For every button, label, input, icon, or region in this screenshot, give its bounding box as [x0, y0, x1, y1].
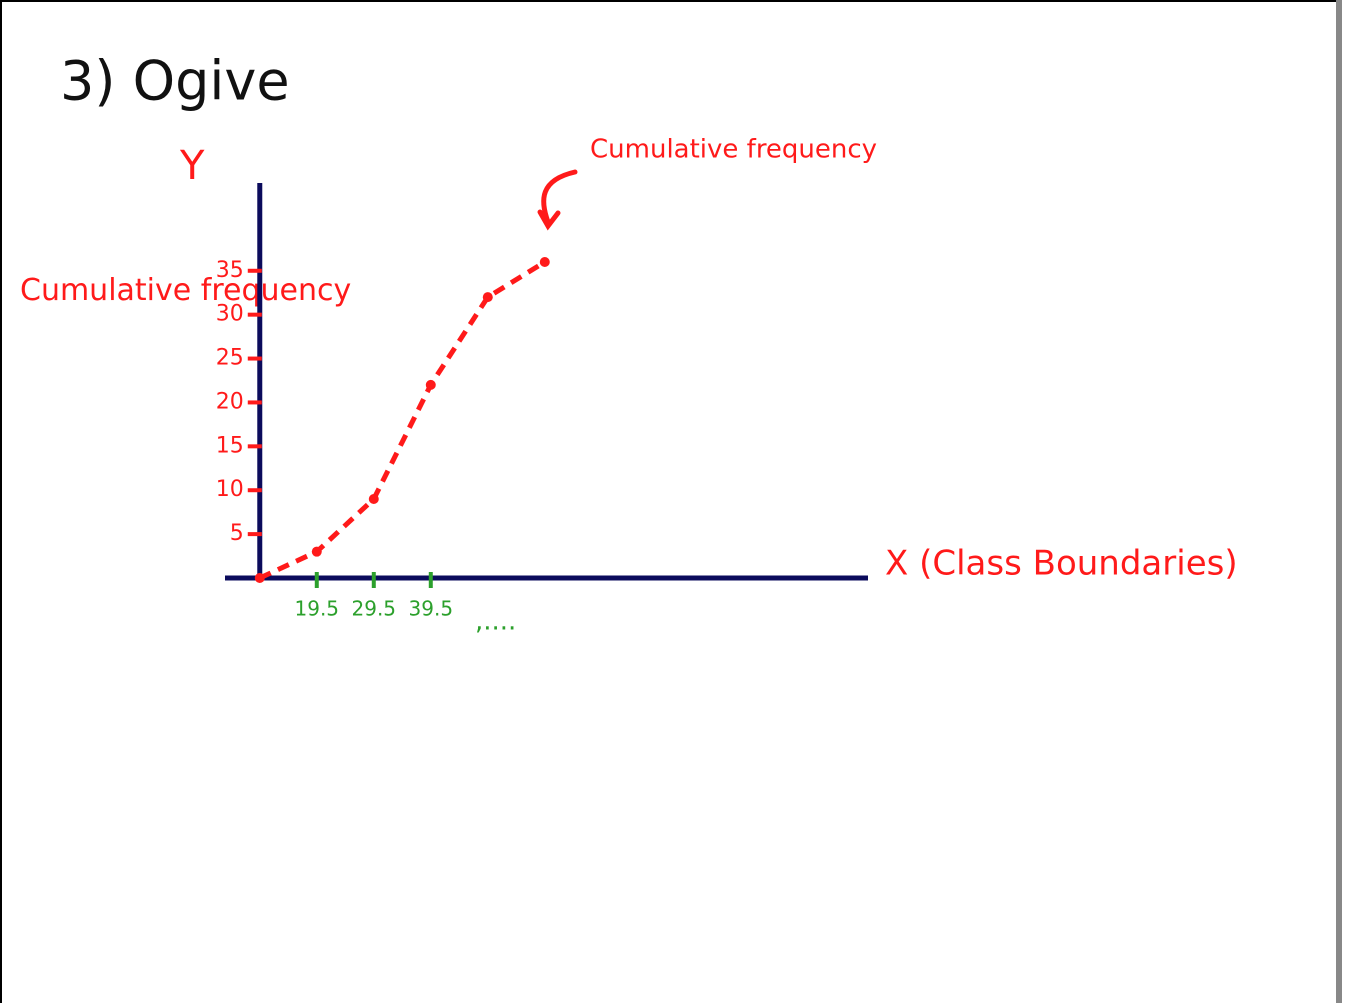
whiteboard: 3) Ogive Y Cumulative frequency X (Class…: [0, 0, 1345, 1003]
x-tick-label: 19.5: [295, 597, 340, 621]
y-letter: Y: [179, 143, 205, 189]
y-tick-label: 5: [230, 521, 244, 546]
chart-title: 3) Ogive: [60, 50, 290, 113]
data-point: [540, 257, 550, 267]
y-tick-label: 25: [216, 346, 244, 371]
data-point: [483, 292, 493, 302]
x-tick-label: 39.5: [409, 597, 454, 621]
y-tick-label: 35: [216, 258, 244, 283]
y-tick-label: 10: [216, 477, 244, 502]
y-tick-label: 15: [216, 433, 244, 458]
annotation: Cumulative frequency: [590, 135, 877, 165]
data-point: [369, 494, 379, 504]
x-tick-label: 29.5: [352, 597, 397, 621]
x-axis-title: X (Class Boundaries): [885, 544, 1238, 584]
x-continuation: ,....: [475, 607, 516, 637]
data-point: [312, 547, 322, 557]
y-tick-label: 20: [216, 389, 244, 414]
data-point: [426, 380, 436, 390]
data-point: [255, 573, 265, 583]
y-axis-title: Cumulative frequency: [20, 273, 351, 308]
y-tick-label: 30: [216, 302, 244, 327]
